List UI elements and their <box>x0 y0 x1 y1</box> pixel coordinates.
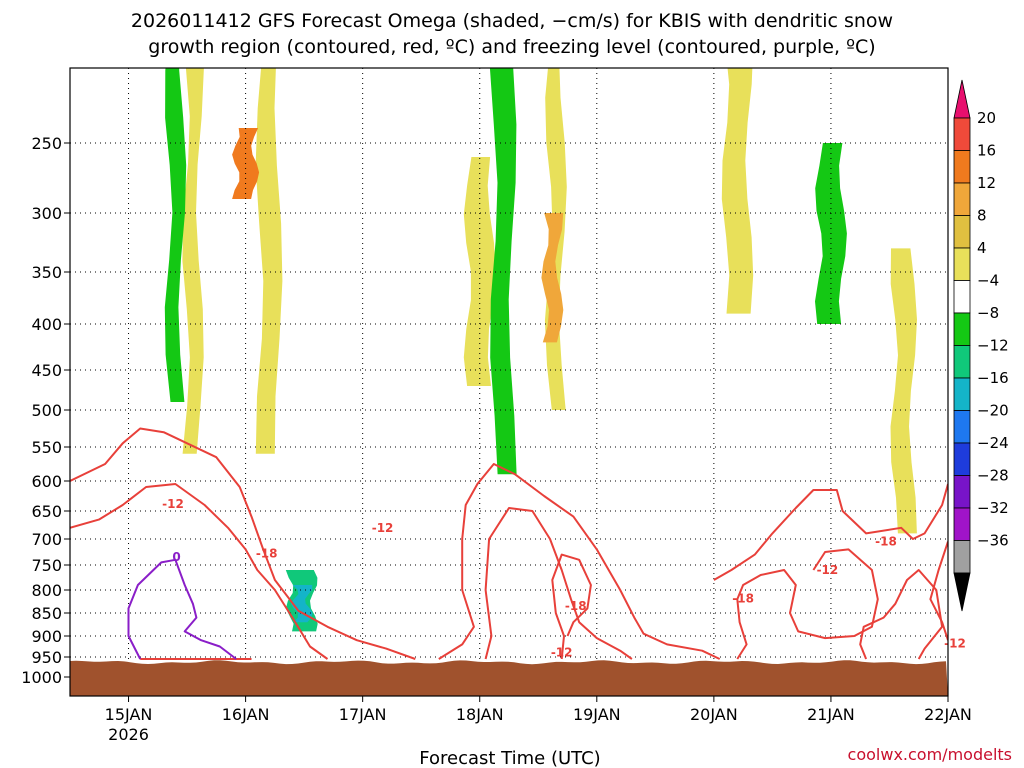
colorbar-segment <box>953 280 971 314</box>
colorbar: 20 16 12 8 4 −4 −8 −12 −16 −20 −24 −28 −32 −36 <box>953 79 1009 612</box>
y-tick-label: 600 <box>31 472 62 491</box>
contour-label-red: -18 <box>256 547 278 561</box>
contour-label-red: -12 <box>817 563 839 577</box>
colorbar-segment <box>953 117 971 151</box>
y-tick-label: 350 <box>31 263 62 282</box>
colorbar-level-label: −32 <box>977 499 1009 517</box>
contour-label-red: -18 <box>732 591 754 605</box>
x-tick-label: 22JAN <box>924 705 972 724</box>
colorbar-level-label: −16 <box>977 369 1009 387</box>
x-tick-label: 20JAN <box>690 705 738 724</box>
contour-label-red: -12 <box>372 521 394 535</box>
colorbar-segment <box>953 377 971 411</box>
y-tick-label: 950 <box>31 648 62 667</box>
contour-minus18-a <box>70 483 329 660</box>
colorbar-segment <box>953 312 971 346</box>
x-tick-label: 17JAN <box>339 705 387 724</box>
y-tick-label: 550 <box>31 438 62 457</box>
colorbar-segment <box>953 442 971 476</box>
x-tick-label: 15JAN <box>105 705 153 724</box>
contour-freezing-0 <box>127 558 237 660</box>
y-tick-label: 250 <box>31 134 62 153</box>
y-tick-label: 900 <box>31 627 62 646</box>
contour-label-red: -12 <box>162 497 184 511</box>
colorbar-top-arrow <box>953 79 971 119</box>
y-axis: 250 300 350 400 450 500 550 600 650 700 750 800 850 9… <box>21 134 70 687</box>
colorbar-segment <box>953 540 971 574</box>
plot-frame <box>69 67 949 697</box>
colorbar-level-label: −28 <box>977 467 1009 485</box>
contour-label-red: -12 <box>944 637 966 651</box>
colorbar-level-label: −24 <box>977 434 1009 452</box>
colorbar-level-label: −12 <box>977 337 1009 355</box>
omega-shade-region <box>182 68 204 454</box>
terrain-ground <box>70 660 948 696</box>
terrain-fill <box>70 660 948 696</box>
colorbar-level-label: −8 <box>977 304 999 322</box>
colorbar-level-label: 16 <box>977 142 996 160</box>
colorbar-level-label: 8 <box>977 207 987 225</box>
contour-minus12-a <box>70 427 416 660</box>
x-tick-label: 21JAN <box>807 705 855 724</box>
y-tick-label: 300 <box>31 204 62 223</box>
y-tick-label: 450 <box>31 361 62 380</box>
colorbar-segment <box>953 150 971 184</box>
omega-shade-region <box>890 248 917 534</box>
contour-labels: -12 -18 -12 -18 -12 -18 -12 -18 -12 0 <box>162 497 966 660</box>
x-tick-label: 16JAN <box>222 705 270 724</box>
omega-shade-region <box>489 68 517 475</box>
colorbar-bottom-arrow <box>953 572 971 612</box>
colorbar-level-label: −4 <box>977 272 999 290</box>
chart-title-line-2: growth region (contoured, red, ºC) and f… <box>148 36 875 58</box>
y-tick-label: 650 <box>31 502 62 521</box>
chart-title-line-1: 2026011412 GFS Forecast Omega (shaded, −… <box>131 10 893 32</box>
contour-label-purple: 0 <box>172 550 180 564</box>
contour-minus18-c <box>713 483 948 581</box>
x-tick-sublabel: 2026 <box>108 725 149 744</box>
contour-minus12-e <box>929 541 948 641</box>
contour-minus12-c <box>551 553 592 660</box>
contour-label-red: -12 <box>551 645 573 659</box>
plot-area: -12 -18 -12 -18 -12 -18 -12 -18 -12 0 <box>69 67 966 697</box>
y-tick-label: 500 <box>31 401 62 420</box>
colorbar-level-label: 12 <box>977 174 996 192</box>
contour-minus18-d <box>736 548 879 660</box>
x-axis-title: Forecast Time (UTC) <box>419 748 600 768</box>
colorbar-segment <box>953 215 971 249</box>
omega-shade-region <box>255 68 283 454</box>
y-tick-label: 400 <box>31 315 62 334</box>
omega-shade-region <box>164 68 187 402</box>
y-tick-label: 1000 <box>21 668 62 687</box>
omega-shade-region <box>721 68 754 314</box>
x-tick-label: 18JAN <box>456 705 504 724</box>
colorbar-segment <box>953 475 971 509</box>
y-tick-label: 700 <box>31 530 62 549</box>
omega-shade-region <box>541 213 564 343</box>
colorbar-segment <box>953 247 971 281</box>
colorbar-segment <box>953 182 971 216</box>
omega-shade-region <box>463 157 496 386</box>
colorbar-level-label: 20 <box>977 109 996 127</box>
x-tick-label: 19JAN <box>573 705 621 724</box>
contour-minus18-b <box>484 507 633 660</box>
colorbar-segment <box>953 410 971 444</box>
contour-minus12-d <box>859 569 944 660</box>
y-tick-label: 850 <box>31 604 62 623</box>
contour-label-red: -18 <box>565 599 587 613</box>
contour-minus12-b <box>438 463 721 660</box>
colorbar-level-label: 4 <box>977 239 987 257</box>
colorbar-segment <box>953 507 971 541</box>
colorbar-level-label: −20 <box>977 402 1009 420</box>
colorbar-level-label: −36 <box>977 532 1009 550</box>
omega-shade-region <box>290 585 313 623</box>
y-tick-label: 750 <box>31 556 62 575</box>
colorbar-segment <box>953 345 971 379</box>
y-tick-label: 800 <box>31 581 62 600</box>
credit-link[interactable]: coolwx.com/modelts <box>848 745 1012 764</box>
contour-lines <box>70 427 948 660</box>
contour-label-red: -18 <box>875 535 897 549</box>
